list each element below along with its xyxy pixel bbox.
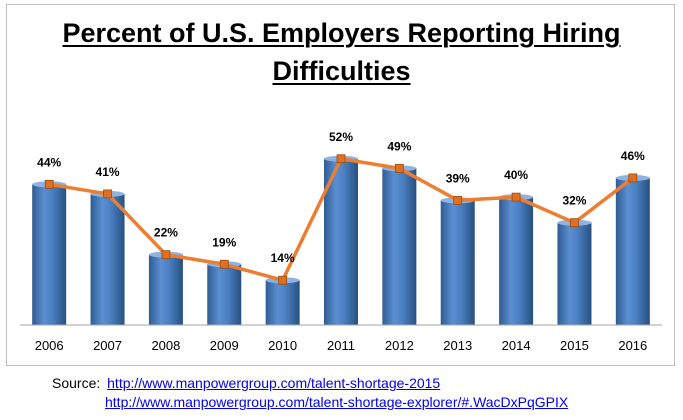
- data-label-2015: 32%: [562, 194, 586, 208]
- x-tick-2016: 2016: [618, 338, 647, 353]
- bar-2006: [32, 184, 67, 325]
- bar-2013: [440, 200, 475, 325]
- x-tick-2010: 2010: [268, 338, 297, 353]
- source-link-2[interactable]: http://www.manpowergroup.com/talent-shor…: [105, 394, 569, 410]
- source-note: Source: http://www.manpowergroup.com/tal…: [52, 374, 568, 412]
- bar-2012: [382, 168, 417, 325]
- line-marker-2006: [44, 179, 54, 189]
- x-tick-2009: 2009: [210, 338, 239, 353]
- line-marker-2015: [570, 218, 579, 228]
- x-tick-2014: 2014: [502, 338, 531, 353]
- chart-title-line-2: Difficulties: [272, 56, 411, 86]
- line-marker-2010: [278, 275, 288, 285]
- line-marker-2007: [103, 189, 112, 199]
- line-marker-2014: [511, 192, 521, 202]
- bar-2011: [324, 158, 358, 325]
- data-label-2008: 22%: [154, 226, 178, 240]
- line-marker-2012: [394, 163, 404, 173]
- line-marker-2009: [219, 259, 229, 269]
- bar-2016: [615, 177, 650, 325]
- line-marker-2013: [453, 195, 463, 205]
- source-label: Source:: [52, 375, 101, 391]
- x-tick-2008: 2008: [151, 338, 180, 353]
- bar-2014: [499, 197, 534, 325]
- data-label-2013: 39%: [446, 171, 470, 185]
- source-link-1[interactable]: http://www.manpowergroup.com/talent-shor…: [107, 375, 441, 391]
- x-tick-2015: 2015: [560, 338, 589, 353]
- data-label-2009: 19%: [212, 235, 236, 249]
- chart-title: Percent of U.S. Employers Reporting Hiri…: [0, 14, 683, 90]
- data-label-2007: 41%: [96, 165, 120, 179]
- x-tick-2012: 2012: [385, 338, 414, 353]
- bar-line-chart: 44% 41% 22% 19% 14% 52% 49% 39% 40% 32% 46% 2006 20…: [20, 130, 662, 353]
- x-tick-2013: 2013: [443, 338, 472, 353]
- data-label-2012: 49%: [387, 139, 411, 153]
- x-tick-2007: 2007: [93, 338, 122, 353]
- line-marker-2016: [628, 173, 638, 183]
- data-label-2006: 44%: [37, 155, 61, 169]
- x-tick-2006: 2006: [35, 338, 64, 353]
- x-tick-2011: 2011: [327, 338, 355, 353]
- bar-2009: [207, 264, 242, 325]
- data-label-2010: 14%: [271, 251, 295, 265]
- data-label-2011: 52%: [329, 130, 353, 144]
- line-marker-2008: [161, 250, 171, 260]
- bar-2015: [557, 222, 592, 325]
- data-label-2014: 40%: [504, 168, 528, 182]
- bar-2010: [265, 280, 300, 325]
- line-marker-2011: [336, 154, 346, 164]
- data-label-2016: 46%: [621, 149, 645, 163]
- bar-2007: [90, 193, 125, 325]
- bar-2008: [148, 254, 183, 325]
- chart-title-line-1: Percent of U.S. Employers Reporting Hiri…: [62, 18, 621, 48]
